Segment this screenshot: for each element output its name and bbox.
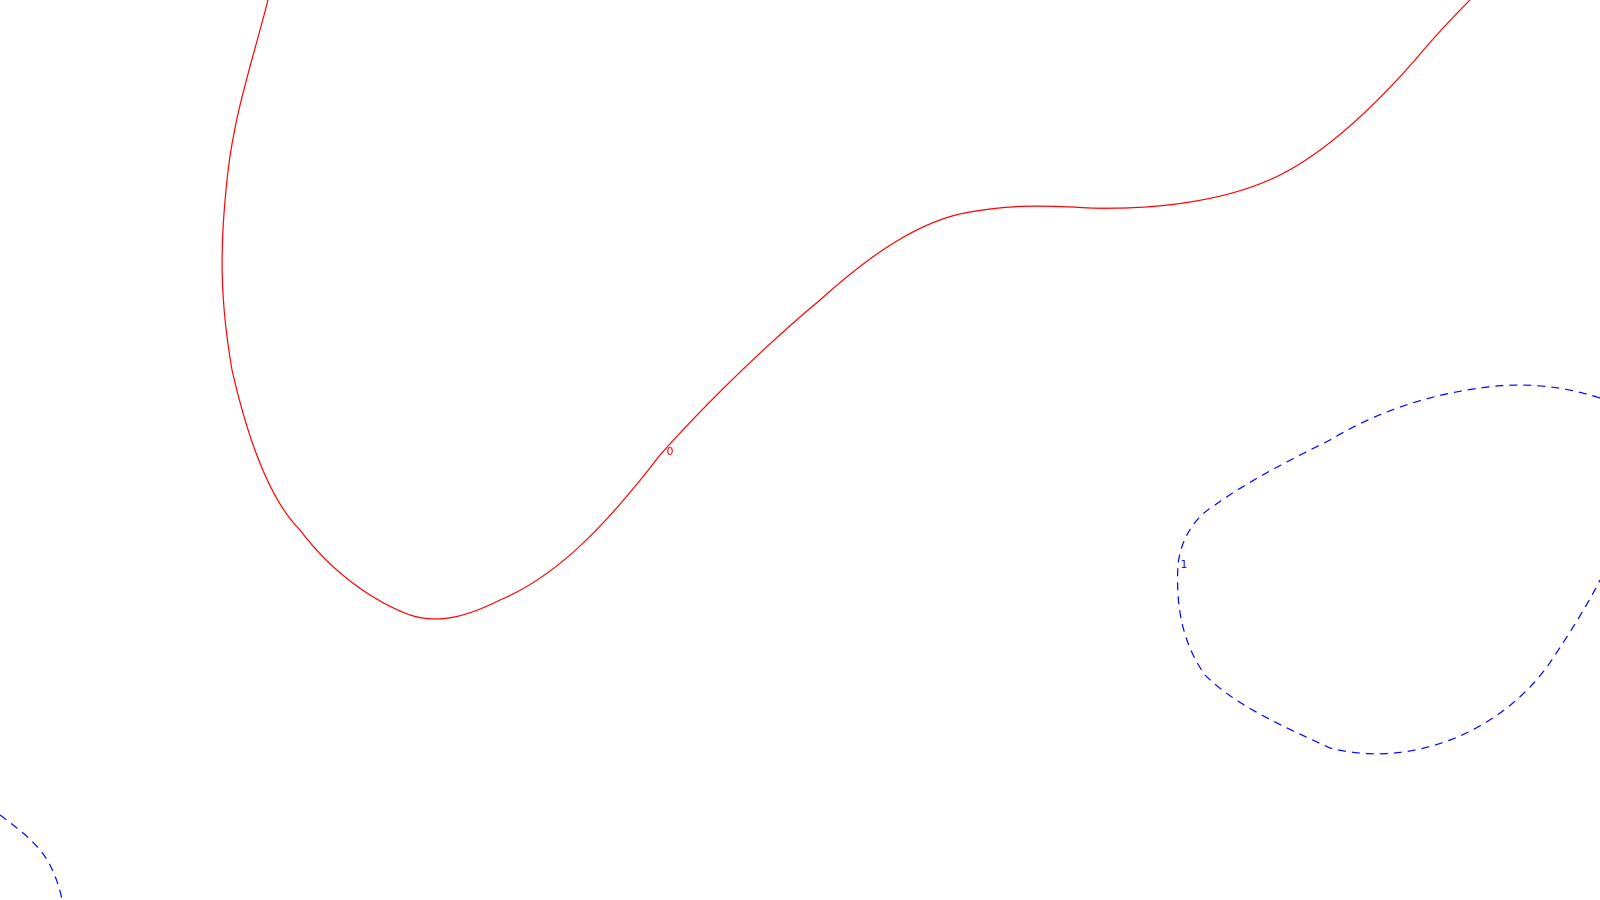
contour-line-one-loop	[1176, 384, 1600, 755]
contour-line-one-corner	[0, 814, 63, 900]
contour-label-zero: 0	[667, 445, 674, 458]
contour-label-one: 1	[1181, 558, 1188, 571]
contour-line-zero	[221, 0, 1471, 620]
